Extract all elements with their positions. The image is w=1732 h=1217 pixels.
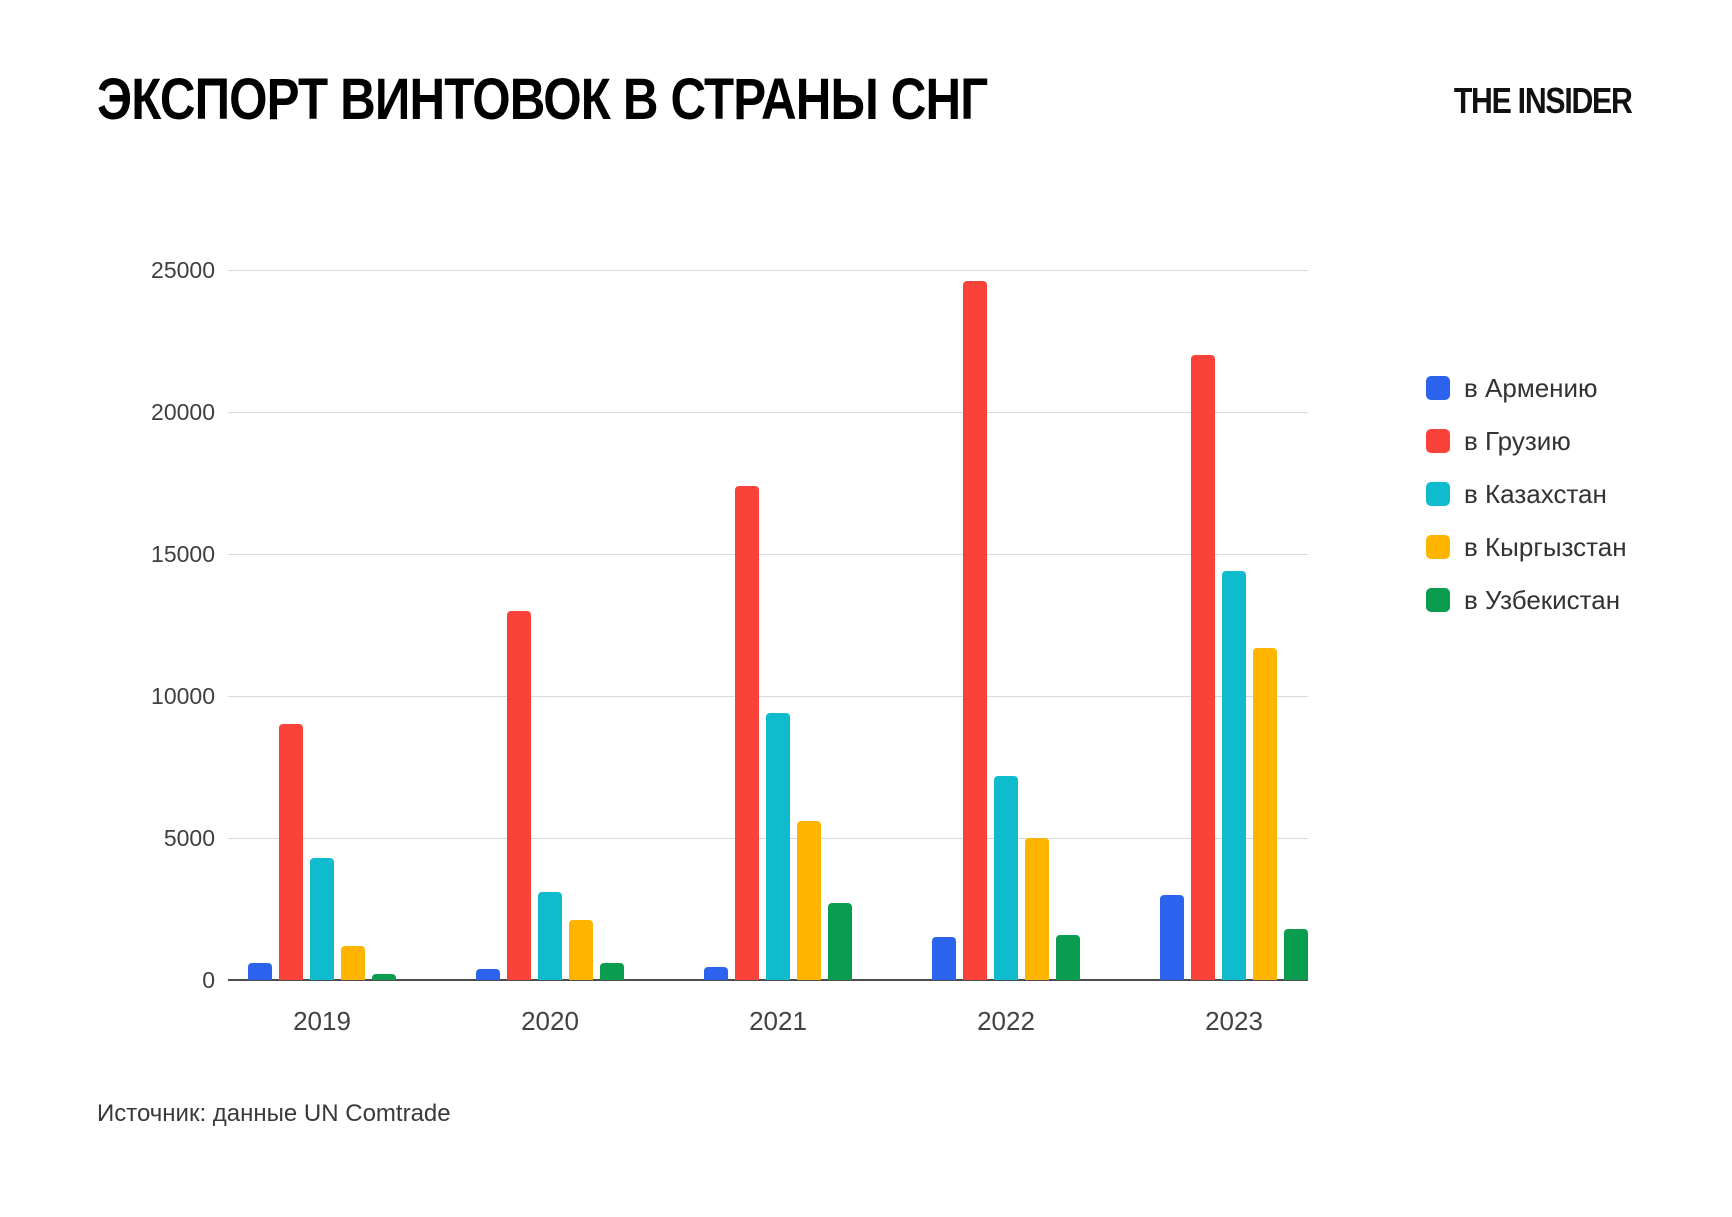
bar-group-2023 — [1160, 270, 1308, 980]
bar-2019-series-2 — [310, 857, 334, 980]
gridline — [228, 553, 1308, 555]
bar-2019-series-0 — [248, 962, 272, 980]
legend-swatch-icon — [1426, 535, 1450, 559]
bar-group-2022 — [932, 270, 1080, 980]
bar-2021-series-3 — [797, 820, 821, 980]
x-axis-line — [228, 979, 1308, 981]
bar-group-2020 — [476, 270, 624, 980]
legend: в Армению в Грузию в Казахстан в Кыргызстан… — [1426, 373, 1627, 641]
bar-2022-series-2 — [994, 775, 1018, 980]
chart-title: ЭКСПОРТ ВИНТОВОК В СТРАНЫ СНГ — [97, 67, 988, 132]
bar-2023-series-2 — [1222, 571, 1246, 980]
source-note: Источник: данные UN Comtrade — [97, 1100, 451, 1127]
bar-2020-series-3 — [569, 920, 593, 980]
y-axis-label: 10000 — [151, 683, 215, 709]
y-axis-label: 15000 — [151, 541, 215, 567]
bar-2022-series-1 — [963, 281, 987, 980]
bar-2023-series-3 — [1253, 647, 1277, 980]
bar-2021-series-0 — [704, 967, 728, 980]
y-axis-labels: 0 5000 10000 15000 20000 25000 — [90, 258, 215, 992]
legend-item-4: в Узбекистан — [1426, 585, 1627, 615]
bar-group-2021 — [704, 270, 852, 980]
legend-label: в Кыргызстан — [1464, 531, 1627, 562]
y-axis-label: 20000 — [151, 399, 215, 425]
bar-2022-series-0 — [932, 937, 956, 980]
legend-label: в Узбекистан — [1464, 584, 1621, 615]
legend-swatch-icon — [1426, 429, 1450, 453]
bar-2021-series-4 — [828, 903, 852, 980]
y-axis-label: 0 — [202, 967, 215, 993]
x-axis-label: 2020 — [521, 1006, 579, 1036]
bar-2021-series-1 — [735, 485, 759, 980]
x-axis-label: 2023 — [1205, 1006, 1263, 1036]
legend-swatch-icon — [1426, 482, 1450, 506]
gridline — [228, 695, 1308, 697]
y-axis-label: 25000 — [151, 257, 215, 283]
bar-2020-series-1 — [507, 610, 531, 980]
x-axis-label: 2022 — [977, 1006, 1035, 1036]
legend-item-3: в Кыргызстан — [1426, 532, 1627, 562]
legend-label: в Армению — [1464, 372, 1598, 403]
legend-item-2: в Казахстан — [1426, 479, 1627, 509]
insider-logo: THE INSIDER — [1454, 80, 1633, 121]
legend-swatch-icon — [1426, 588, 1450, 612]
bar-2019-series-4 — [372, 974, 396, 980]
bar-2023-series-0 — [1160, 894, 1184, 980]
legend-item-0: в Армению — [1426, 373, 1627, 403]
bar-2020-series-0 — [476, 968, 500, 980]
gridline — [228, 411, 1308, 413]
plot-area: 2019 2020 2021 2022 2023 — [228, 269, 1308, 1036]
bar-2022-series-4 — [1056, 934, 1080, 980]
bar-2020-series-2 — [538, 891, 562, 980]
bar-2023-series-4 — [1284, 928, 1308, 980]
legend-swatch-icon — [1426, 376, 1450, 400]
bar-group-2019 — [248, 270, 396, 980]
bar-2023-series-1 — [1191, 355, 1215, 980]
bar-2019-series-3 — [341, 945, 365, 980]
bar-2021-series-2 — [766, 713, 790, 980]
x-axis-label: 2019 — [293, 1006, 351, 1036]
gridline — [228, 269, 1308, 271]
bar-2022-series-3 — [1025, 838, 1049, 980]
x-axis-label: 2021 — [749, 1006, 807, 1036]
bar-2019-series-1 — [279, 724, 303, 980]
legend-label: в Казахстан — [1464, 478, 1607, 509]
y-axis-label: 5000 — [163, 825, 215, 851]
legend-item-1: в Грузию — [1426, 426, 1627, 456]
bar-2020-series-4 — [600, 962, 624, 980]
legend-label: в Грузию — [1464, 425, 1571, 456]
